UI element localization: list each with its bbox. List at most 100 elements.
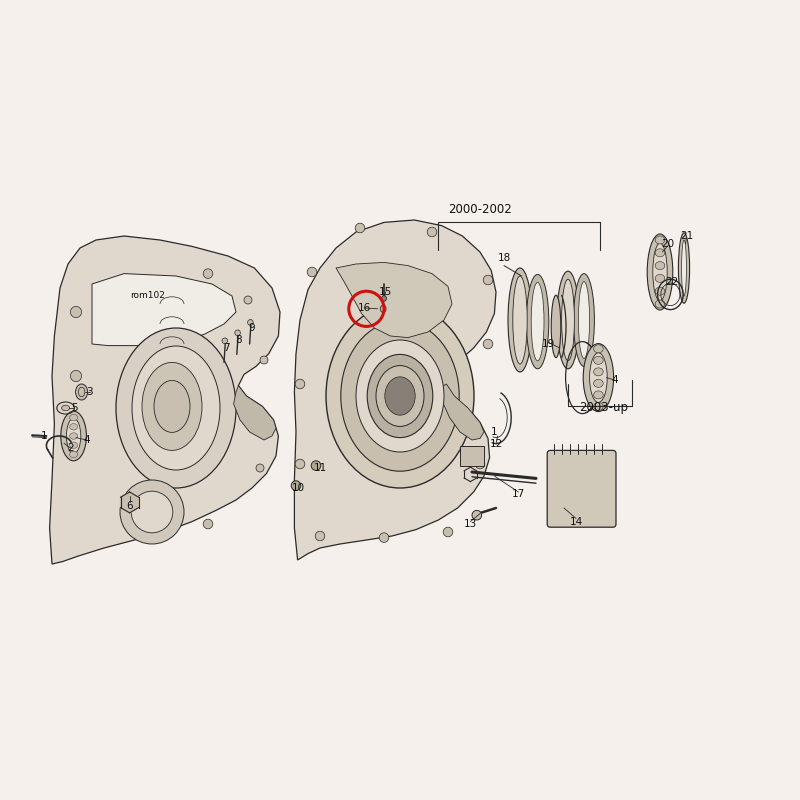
Ellipse shape — [311, 461, 321, 470]
Ellipse shape — [443, 527, 453, 537]
Ellipse shape — [385, 377, 415, 415]
Ellipse shape — [475, 459, 485, 469]
Ellipse shape — [70, 433, 78, 439]
Ellipse shape — [120, 480, 184, 544]
FancyBboxPatch shape — [547, 450, 616, 527]
Text: 21: 21 — [680, 231, 693, 241]
Text: 19: 19 — [542, 339, 554, 349]
Ellipse shape — [655, 287, 665, 295]
Text: 1: 1 — [41, 431, 47, 441]
Ellipse shape — [583, 344, 614, 411]
Ellipse shape — [256, 464, 264, 472]
Ellipse shape — [531, 282, 544, 361]
Ellipse shape — [526, 274, 549, 369]
Ellipse shape — [653, 243, 667, 301]
Ellipse shape — [248, 319, 253, 326]
Text: 2: 2 — [67, 443, 74, 453]
Ellipse shape — [66, 418, 81, 454]
Ellipse shape — [655, 249, 665, 257]
Ellipse shape — [379, 533, 389, 542]
Ellipse shape — [578, 282, 590, 358]
Text: 20: 20 — [662, 239, 674, 249]
Ellipse shape — [655, 300, 665, 308]
Ellipse shape — [427, 227, 437, 237]
Ellipse shape — [562, 279, 574, 361]
Text: 9: 9 — [249, 323, 255, 333]
Ellipse shape — [75, 384, 88, 400]
Ellipse shape — [154, 380, 190, 432]
Ellipse shape — [356, 340, 444, 452]
Text: 17: 17 — [512, 490, 525, 499]
Ellipse shape — [142, 362, 202, 450]
Ellipse shape — [116, 328, 236, 488]
Ellipse shape — [557, 271, 579, 369]
Ellipse shape — [594, 402, 603, 410]
Ellipse shape — [594, 345, 603, 353]
Ellipse shape — [551, 295, 561, 358]
Ellipse shape — [234, 330, 240, 336]
Ellipse shape — [594, 368, 603, 376]
Text: 14: 14 — [570, 517, 582, 526]
Ellipse shape — [655, 274, 665, 282]
Text: 2000-2002: 2000-2002 — [448, 203, 512, 216]
Ellipse shape — [315, 531, 325, 541]
Ellipse shape — [655, 262, 665, 270]
Ellipse shape — [260, 356, 268, 364]
Text: 13: 13 — [464, 519, 477, 529]
Ellipse shape — [70, 370, 82, 382]
Text: 4: 4 — [611, 375, 618, 385]
Text: 1: 1 — [491, 427, 498, 437]
Text: 18: 18 — [498, 253, 510, 262]
Ellipse shape — [367, 354, 433, 438]
Ellipse shape — [295, 379, 305, 389]
Ellipse shape — [682, 240, 686, 296]
Text: 6: 6 — [126, 501, 133, 510]
Polygon shape — [50, 236, 280, 564]
Ellipse shape — [678, 233, 690, 303]
Ellipse shape — [70, 306, 82, 318]
Ellipse shape — [647, 234, 673, 310]
Polygon shape — [336, 262, 452, 338]
Ellipse shape — [295, 459, 305, 469]
Ellipse shape — [70, 424, 78, 430]
Ellipse shape — [61, 411, 86, 461]
Ellipse shape — [132, 346, 220, 470]
Bar — [460, 446, 484, 466]
Ellipse shape — [70, 414, 78, 421]
Ellipse shape — [483, 339, 493, 349]
Ellipse shape — [341, 321, 459, 471]
Text: 5: 5 — [71, 403, 78, 413]
Ellipse shape — [222, 338, 228, 344]
Polygon shape — [294, 220, 496, 560]
Ellipse shape — [574, 274, 594, 366]
Ellipse shape — [594, 391, 603, 399]
Ellipse shape — [472, 510, 482, 520]
Text: 22: 22 — [666, 277, 678, 286]
Ellipse shape — [382, 295, 386, 301]
Ellipse shape — [70, 442, 82, 454]
Ellipse shape — [655, 236, 665, 244]
Ellipse shape — [590, 353, 607, 402]
Text: 15: 15 — [379, 287, 392, 297]
Text: 3: 3 — [86, 387, 93, 397]
Ellipse shape — [131, 491, 173, 533]
Polygon shape — [234, 386, 276, 440]
Ellipse shape — [291, 481, 301, 490]
Ellipse shape — [203, 519, 213, 529]
Ellipse shape — [513, 276, 527, 364]
Ellipse shape — [508, 268, 532, 372]
Ellipse shape — [594, 356, 603, 364]
Ellipse shape — [594, 379, 603, 387]
Ellipse shape — [62, 405, 70, 411]
Text: 4: 4 — [83, 435, 90, 445]
Text: rom102: rom102 — [130, 291, 166, 301]
Ellipse shape — [483, 275, 493, 285]
Ellipse shape — [244, 296, 252, 304]
Text: 16: 16 — [358, 303, 370, 313]
Text: 2003-up: 2003-up — [579, 402, 629, 414]
Ellipse shape — [376, 366, 424, 426]
Text: 8: 8 — [235, 335, 242, 345]
Ellipse shape — [70, 451, 78, 458]
Text: 10: 10 — [292, 483, 305, 493]
Polygon shape — [121, 492, 138, 513]
